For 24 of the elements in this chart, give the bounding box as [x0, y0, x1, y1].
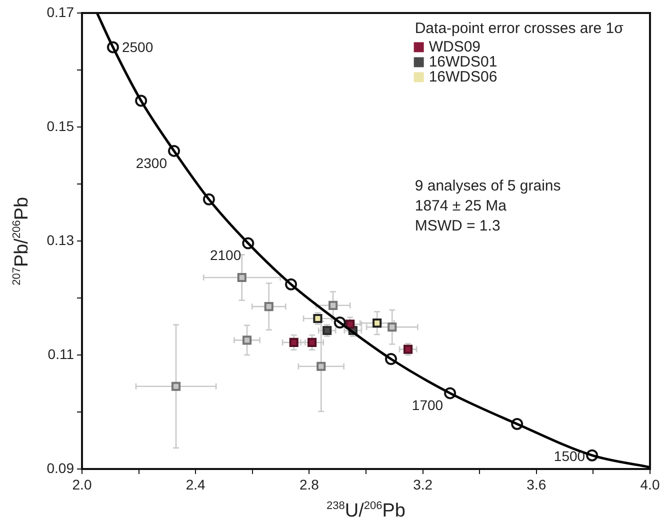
annotation: 2300 [136, 154, 168, 171]
annotation: MSWD = 1.3 [414, 217, 500, 234]
annotation: 1500 [554, 448, 586, 464]
x-tick-label: 2.8 [299, 476, 320, 492]
y-tick-label: 0.15 [46, 118, 74, 134]
x-tick-label: 3.6 [526, 476, 546, 492]
x-tick-label: 3.2 [413, 476, 433, 492]
legend-label: WDS09 [428, 38, 481, 56]
x-axis-title: $^{238}$U/$^{206}$Pb [326, 500, 406, 522]
legend-label: 16WDS01 [428, 53, 498, 70]
annotation: 9 analyses of 5 grains [414, 177, 561, 194]
legend-label: 16WDS06 [428, 68, 498, 86]
annotation: 1874 ± 25 Ma [414, 197, 508, 214]
y-tick-label: 0.09 [46, 460, 74, 476]
x-tick-label: 4.0 [640, 476, 660, 492]
annotation: 2500 [122, 39, 154, 56]
y-tick-label: 0.11 [48, 346, 74, 362]
annotation: 1700 [412, 397, 444, 414]
x-tick-label: 2.4 [186, 476, 206, 492]
x-tick-label: 2.0 [72, 476, 92, 492]
y-tick-label: 0.17 [46, 4, 74, 20]
annotation: Data-point error crosses are 1σ [414, 20, 624, 38]
y-tick-label: 0.13 [46, 232, 74, 248]
annotation: 2100 [210, 247, 242, 264]
